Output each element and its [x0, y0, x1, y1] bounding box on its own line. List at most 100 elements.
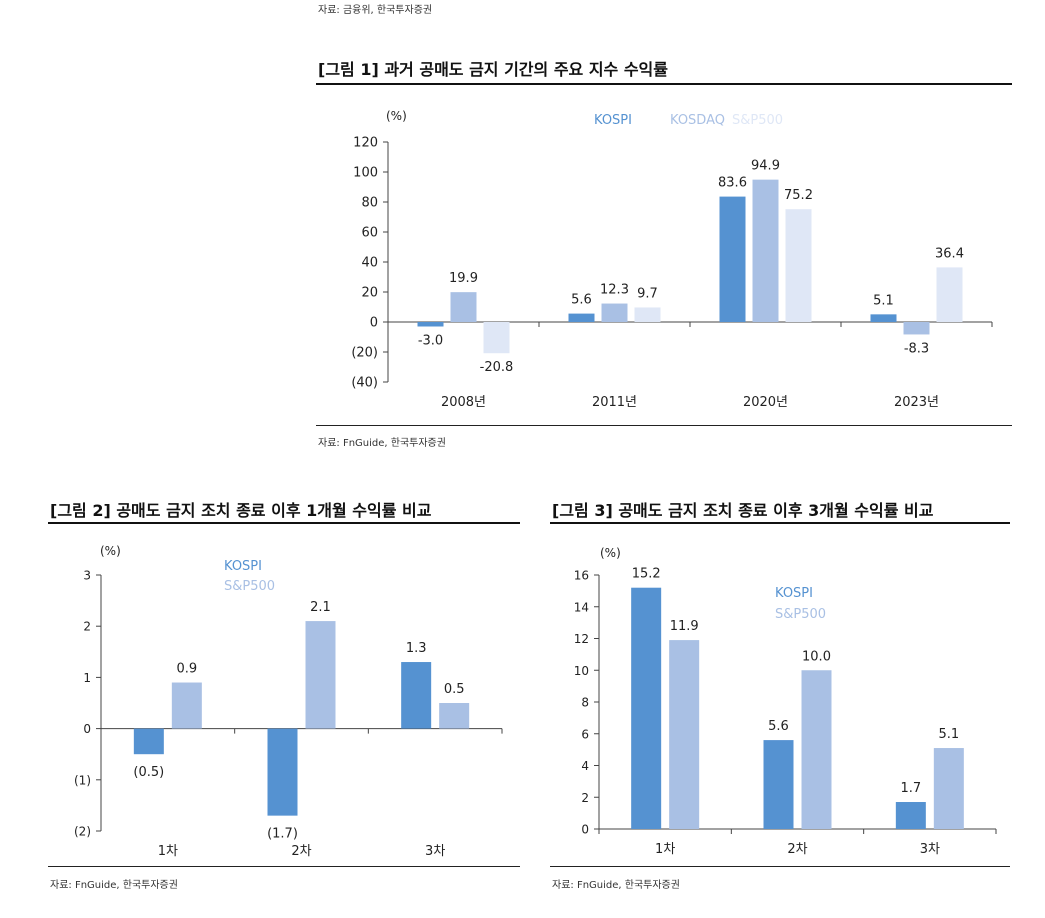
fig2-data-label: 0.5	[444, 682, 465, 697]
fig1-data-label: 5.1	[873, 293, 894, 308]
fig2-bar-sp500	[439, 703, 470, 729]
fig3-bar-sp500	[669, 640, 700, 829]
fig3-data-label: 11.9	[670, 619, 699, 634]
fig3-data-label: 10.0	[802, 649, 831, 664]
fig1-bar-sp500	[936, 267, 963, 322]
fig2-category-label: 1차	[158, 844, 178, 859]
fig2-bar-sp500	[305, 621, 336, 729]
fig1-y-tick-label: 20	[361, 286, 378, 301]
fig1-category-label: 2023년	[894, 395, 939, 410]
fig1-bar-sp500	[634, 307, 661, 322]
fig3-category-label: 2차	[787, 842, 807, 857]
fig3-data-label: 5.1	[938, 727, 959, 742]
fig1-data-label: -20.8	[480, 360, 514, 375]
fig2-y-tick-label: 1	[83, 671, 91, 685]
fig2-unit-label: (%)	[100, 544, 121, 558]
fig2-title-rule	[48, 522, 520, 524]
fig1-bar-kospi	[870, 314, 897, 322]
fig1-data-label: 19.9	[449, 271, 478, 286]
fig3-bar-kospi	[763, 740, 794, 829]
fig3-category-label: 1차	[655, 842, 675, 857]
fig3-bar-sp500	[933, 748, 964, 829]
fig3-y-tick-label: 4	[581, 759, 589, 773]
fig1-chart: (%) (40) (20) 0 20 40 60 80 100 120 -3.0 19.9 -20.8 2…	[351, 109, 993, 410]
fig1-y-tick-label: 0	[370, 316, 378, 331]
fig2-y-tick-label: 3	[83, 569, 91, 583]
fig3-title: [그림 3] 공매도 금지 조치 종료 이후 3개월 수익률 비교	[552, 501, 934, 520]
fig3-legend-sp500: S&P500	[775, 607, 826, 622]
fig3-category-label: 3차	[920, 842, 940, 857]
fig1-legend-sp500: S&P500	[732, 113, 783, 128]
fig1-data-label: -8.3	[904, 341, 929, 356]
fig3-y-tick-label: 8	[581, 696, 589, 710]
fig1-bar-kosdaq	[752, 179, 779, 322]
fig1-legend-kosdaq: KOSDAQ	[670, 113, 725, 128]
fig1-bar-kospi	[417, 322, 444, 327]
fig3-bottom-rule	[550, 866, 1010, 867]
fig1-y-tick-label: 120	[353, 136, 378, 151]
fig3-y-tick-label: 6	[581, 727, 589, 741]
fig1-bar-sp500	[483, 322, 510, 354]
fig1-category-label: 2020년	[743, 395, 788, 410]
fig2-category-label: 2차	[291, 844, 311, 859]
fig1-data-label: 83.6	[718, 176, 747, 191]
fig1-legend-kospi: KOSPI	[594, 113, 632, 128]
fig2-source-note: 자료: FnGuide, 한국투자증권	[50, 880, 178, 891]
fig1-bar-kospi	[568, 313, 595, 322]
fig1-bar-kosdaq	[903, 322, 930, 335]
fig1-title: [그림 1] 과거 공매도 금지 기간의 주요 지수 수익률	[318, 60, 669, 79]
fig1-bar-kosdaq	[450, 292, 477, 322]
fig3-y-tick-label: 10	[574, 664, 589, 678]
fig1-y-tick-label: 100	[353, 166, 378, 181]
fig1-bottom-rule	[316, 425, 1012, 426]
fig2-bar-sp500	[171, 682, 202, 729]
fig2-data-label: (1.7)	[267, 827, 298, 842]
fig2-y-tick-label: 2	[83, 620, 91, 634]
fig1-category-label: 2008년	[441, 395, 486, 410]
fig2-bar-kospi	[133, 728, 164, 755]
fig1-bar-kospi	[719, 196, 746, 322]
fig3-y-tick-label: 16	[574, 569, 589, 583]
fig2-data-label: 1.3	[406, 641, 427, 656]
fig1-y-tick-label: 60	[361, 226, 378, 241]
fig1-unit-label: (%)	[386, 109, 407, 123]
fig1-data-label: 36.4	[935, 246, 964, 261]
fig1-data-label: -3.0	[418, 334, 443, 349]
fig3-legend-kospi: KOSPI	[775, 586, 813, 601]
fig1-y-tick-label: 80	[361, 196, 378, 211]
fig3-data-label: 15.2	[632, 567, 661, 582]
fig3-title-rule	[550, 522, 1010, 524]
fig1-data-label: 94.9	[751, 159, 780, 174]
fig1-title-rule	[316, 83, 1012, 85]
fig3-bar-sp500	[801, 670, 832, 829]
fig3-data-label: 5.6	[768, 719, 789, 734]
fig3-y-tick-label: 0	[581, 823, 589, 837]
fig2-data-label: 0.9	[176, 662, 197, 677]
fig3-y-tick-label: 14	[574, 600, 589, 614]
fig1-data-label: 75.2	[784, 188, 813, 203]
fig2-chart: (%) (2) (1) 0 1 2 3 (0.5) 0.9 1차 (1.7) 2.1 2차 1.3 0.5 3…	[74, 544, 503, 859]
fig2-bar-kospi	[401, 662, 432, 729]
fig2-category-label: 3차	[425, 844, 445, 859]
fig1-y-tick-label: (20)	[351, 346, 378, 361]
fig2-title: [그림 2] 공매도 금지 조치 종료 이후 1개월 수익률 비교	[50, 501, 432, 520]
fig2-data-label: (0.5)	[133, 765, 164, 780]
fig3-bar-kospi	[895, 802, 926, 829]
fig3-y-tick-label: 2	[581, 791, 589, 805]
fig1-bar-sp500	[785, 209, 812, 322]
fig1-data-label: 5.6	[571, 293, 592, 308]
fig3-unit-label: (%)	[600, 546, 621, 560]
fig1-y-tick-label: 40	[361, 256, 378, 271]
fig3-data-label: 1.7	[900, 781, 921, 796]
fig3-chart: (%) 0 2 4 6 8 10 12 14 16 15.2 11.9 1차 5.6 10.0 2차 1.7 5.…	[574, 546, 997, 857]
fig1-y-tick-label: (40)	[351, 376, 378, 391]
fig2-legend-kospi: KOSPI	[224, 559, 262, 574]
fig2-legend-sp500: S&P500	[224, 579, 275, 594]
fig3-y-tick-label: 12	[574, 632, 589, 646]
fig3-source-note: 자료: FnGuide, 한국투자증권	[552, 880, 680, 891]
fig2-y-tick-label: (1)	[74, 773, 91, 787]
fig2-bar-kospi	[267, 728, 298, 816]
fig2-bottom-rule	[48, 866, 520, 867]
fig2-data-label: 2.1	[310, 600, 331, 615]
fig1-data-label: 12.3	[600, 283, 629, 298]
